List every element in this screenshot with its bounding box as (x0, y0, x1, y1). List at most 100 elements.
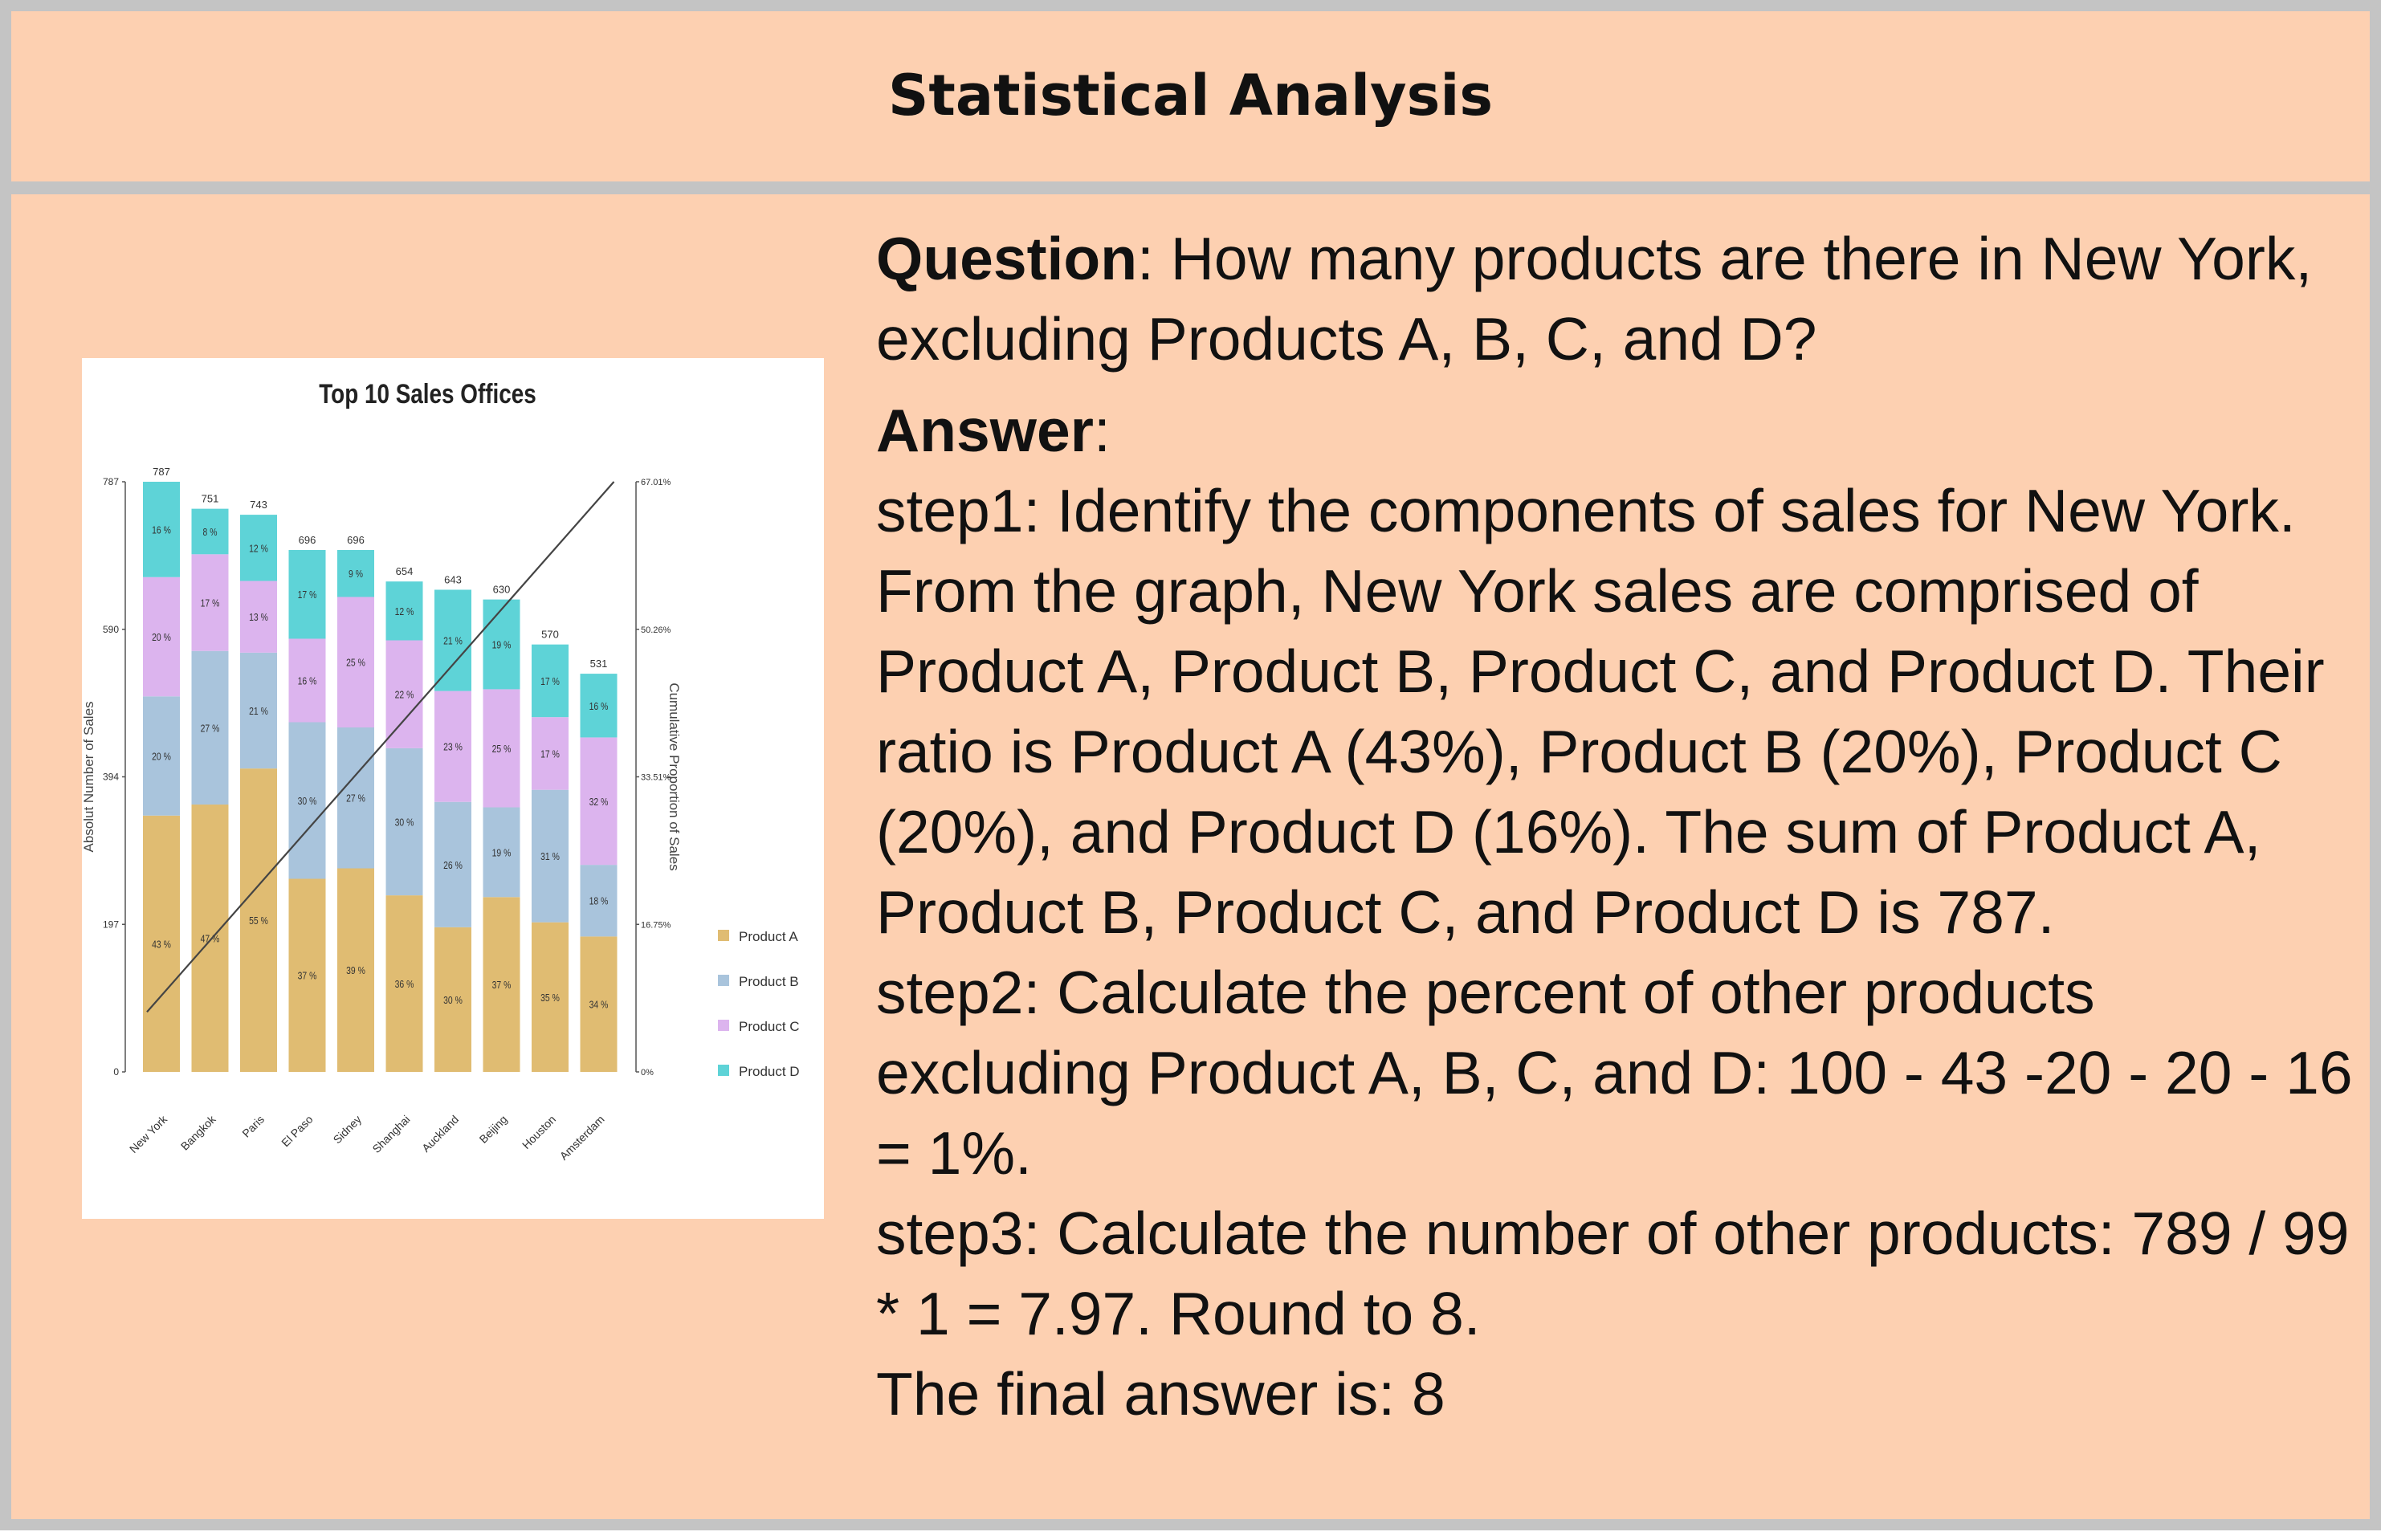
y2-tick-label: 0% (641, 1068, 654, 1078)
bar-total-label: 654 (396, 565, 414, 577)
bar-data-label: 17 % (201, 597, 220, 609)
legend-label: Product C (739, 1019, 800, 1034)
bar-segment (483, 897, 520, 1072)
bar-total-label: 531 (590, 658, 608, 670)
legend-swatch (718, 1065, 729, 1076)
bar-data-label: 25 % (346, 658, 365, 669)
y-tick-label: 787 (103, 476, 119, 487)
question-paragraph: Question: How many products are there in… (876, 218, 2354, 379)
bar-total-label: 570 (541, 629, 559, 641)
y2-tick-label: 50.26% (641, 625, 671, 635)
bar-segment (385, 640, 423, 748)
bar-segment (580, 737, 618, 866)
bar-segment (434, 589, 471, 691)
bar-segment (143, 482, 180, 577)
bar-data-label: 23 % (443, 742, 463, 753)
bar-segment (337, 727, 374, 869)
bar-segment (434, 927, 471, 1072)
bar-data-label: 55 % (249, 915, 268, 927)
bar-data-label: 37 % (492, 980, 512, 991)
bar-data-label: 19 % (492, 847, 512, 858)
bar-data-label: 9 % (349, 568, 363, 580)
bar-segment (580, 674, 618, 738)
bar-segment (337, 597, 374, 727)
bar-data-label: 16 % (298, 675, 317, 686)
bar-data-label: 36 % (395, 979, 414, 990)
question-answer-block: Question: How many products are there in… (876, 218, 2354, 1434)
y-tick-label: 197 (103, 919, 119, 930)
answer-step2: step2: Calculate the percent of other pr… (876, 959, 2353, 1187)
bar-segment (532, 644, 569, 718)
y-tick-label: 0 (113, 1066, 119, 1078)
bar-data-label: 31 % (540, 851, 560, 862)
bar-segment (385, 895, 423, 1072)
bar-segment (532, 717, 569, 790)
bar-data-label: 34 % (589, 1000, 609, 1011)
legend-label: Product B (739, 974, 799, 989)
y2-tick-label: 33.51% (641, 773, 671, 783)
bar-data-label: 17 % (298, 589, 317, 601)
legend-label: Product A (739, 929, 798, 944)
question-label: Question (876, 225, 1138, 292)
bar-segment (191, 508, 229, 555)
y-tick-label: 590 (103, 624, 119, 635)
bar-data-label: 30 % (298, 796, 317, 807)
final-answer: The final answer is: 8 (876, 1360, 1445, 1428)
x-tick-label: Shanghai (369, 1113, 412, 1155)
chart-image: Top 10 Sales Offices 0 197 394 590 787 Absolut… (82, 358, 824, 1219)
legend-swatch (718, 975, 729, 986)
bar-total-label: 643 (444, 573, 462, 585)
bar-data-label: 30 % (395, 817, 414, 828)
bar-segment (240, 768, 277, 1072)
bar-data-label: 21 % (249, 706, 268, 717)
bar-total-label: 751 (202, 493, 219, 505)
bar-data-label: 25 % (492, 744, 512, 755)
x-tick-label: Beijing (477, 1113, 510, 1146)
bar-data-label: 32 % (589, 796, 609, 808)
bar-data-label: 35 % (540, 992, 560, 1004)
bar-segment (191, 650, 229, 805)
bar-data-label: 16 % (589, 701, 609, 712)
bar-segment (288, 878, 326, 1072)
pareto-chart: Top 10 Sales Offices 0 197 394 590 787 Absolut… (82, 378, 800, 1163)
bar-data-label: 39 % (346, 965, 365, 976)
bar-data-label: 18 % (589, 896, 609, 907)
answer-step1: step1: Identify the components of sales … (876, 477, 2325, 946)
x-tick-label: Bangkok (178, 1112, 219, 1153)
bar-data-label: 20 % (152, 632, 171, 643)
bar-segment (143, 696, 180, 816)
bar-segment (240, 652, 277, 769)
bar-segment (580, 865, 618, 937)
bar-data-label: 17 % (540, 748, 560, 760)
x-tick-label: Sidney (331, 1113, 365, 1147)
answer-label: Answer (876, 397, 1094, 464)
legend-label: Product D (739, 1064, 800, 1079)
bar-data-label: 26 % (443, 860, 463, 871)
bar-data-label: 21 % (443, 635, 463, 646)
bar-segment (580, 936, 618, 1072)
bar-segment (337, 549, 374, 597)
header-divider (11, 181, 2370, 194)
bar-data-label: 20 % (152, 751, 171, 762)
bar-segment (385, 748, 423, 896)
y2-axis-label: Cumulative Proportion of Sales (667, 682, 682, 870)
bar-segment (288, 549, 326, 639)
bar-segment (143, 815, 180, 1072)
cumulative-line (146, 481, 615, 1013)
bar-data-label: 27 % (201, 723, 220, 734)
x-tick-label: Amsterdam (557, 1113, 607, 1163)
answer-step3: step3: Calculate the number of other pro… (876, 1200, 2350, 1347)
question-text: : How many products are there in New Yor… (876, 225, 2313, 373)
bar-total-label: 630 (493, 584, 511, 596)
bar-data-label: 12 % (249, 543, 268, 554)
legend-swatch (718, 1020, 729, 1031)
bar-segment (288, 638, 326, 723)
bar-segment (532, 922, 569, 1072)
bar-data-label: 43 % (152, 939, 171, 950)
bar-segment (337, 868, 374, 1072)
bar-total-label: 787 (153, 466, 170, 478)
bar-segment (483, 689, 520, 808)
bar-data-label: 27 % (346, 793, 365, 805)
bar-data-label: 8 % (203, 527, 218, 538)
